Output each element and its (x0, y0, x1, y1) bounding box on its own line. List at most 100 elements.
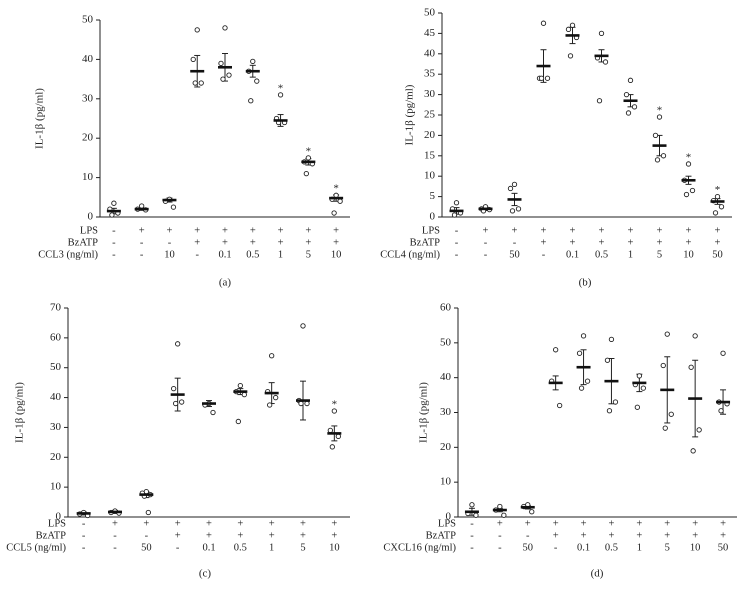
data-point (631, 104, 638, 110)
data-point (109, 212, 115, 218)
data-point (218, 60, 224, 66)
data-point (515, 206, 522, 212)
data-point (111, 200, 117, 206)
row-label: BzATP (410, 237, 440, 248)
row-value: 50 (712, 249, 723, 260)
data-point (569, 22, 576, 28)
data-point (173, 400, 179, 407)
y-axis-label: IL-1β (pg/ml) (418, 382, 430, 443)
row-value: - (455, 237, 459, 248)
y-tick-label: 35 (424, 68, 436, 80)
row-value: + (720, 530, 726, 541)
row-value: + (331, 518, 337, 529)
row-value: + (278, 237, 284, 248)
row-value: 10 (164, 249, 175, 260)
row-value: 0.1 (202, 542, 215, 553)
y-tick-label: 30 (440, 406, 452, 418)
row-value: - (176, 542, 180, 553)
data-point (501, 512, 507, 518)
row-value: - (168, 237, 172, 248)
row-value: + (720, 518, 726, 529)
data-point (327, 427, 333, 434)
row-value: + (715, 225, 721, 236)
row-value: + (541, 225, 547, 236)
significance: * (657, 105, 663, 117)
row-value: - (455, 249, 459, 260)
row-value: 10 (331, 249, 342, 260)
row-value: - (195, 249, 199, 260)
data-point (544, 75, 551, 81)
data-point (329, 444, 335, 450)
y-tick-label: 25 (424, 109, 436, 121)
data-point (690, 448, 696, 454)
row-value: - (140, 237, 144, 248)
y-tick-label: 10 (424, 170, 436, 182)
significance: * (306, 145, 312, 157)
data-point (267, 402, 273, 408)
data-point (602, 59, 609, 65)
data-point (237, 382, 243, 389)
data-point (190, 56, 196, 63)
row-value: - (542, 249, 546, 260)
data-point (235, 418, 241, 425)
row-value: 10 (683, 249, 694, 260)
data-point (511, 181, 518, 188)
data-point (567, 53, 574, 59)
data-point (652, 132, 659, 139)
row-value: + (692, 530, 698, 541)
row-value: - (145, 530, 149, 541)
row-value: + (333, 225, 339, 236)
y-tick-label: 60 (50, 331, 62, 343)
y-tick-label: 10 (50, 481, 62, 493)
row-label: LPS (48, 518, 66, 529)
row-value: + (497, 518, 503, 529)
row-value: 0.5 (595, 249, 608, 260)
row-value: + (269, 530, 275, 541)
row-label: BzATP (36, 530, 66, 541)
data-point (656, 114, 663, 120)
data-point (608, 336, 615, 342)
caption: (d) (591, 568, 604, 580)
row-value: - (470, 542, 474, 553)
y-axis-label: IL-1β (pg/ml) (404, 84, 416, 145)
data-point (248, 98, 254, 104)
row-value: + (331, 530, 337, 541)
row-value: + (269, 518, 275, 529)
row-value: + (581, 518, 587, 529)
row-value: + (686, 225, 692, 236)
row-value: - (455, 225, 459, 236)
row-label: CCL3 (ng/ml) (38, 249, 98, 260)
data-point (170, 204, 177, 210)
data-point (497, 503, 503, 510)
row-value: 5 (665, 542, 670, 553)
row-value: - (82, 518, 86, 529)
data-point (469, 502, 475, 508)
row-value: 0.1 (566, 249, 579, 260)
data-point (145, 509, 151, 516)
data-point (623, 91, 630, 98)
y-tick-label: 50 (50, 361, 62, 373)
row-value: + (143, 518, 149, 529)
row-value: 50 (141, 542, 152, 553)
row-value: 10 (690, 542, 701, 553)
row-value: 0.1 (218, 249, 231, 260)
data-point (557, 402, 563, 409)
data-point (612, 399, 619, 405)
data-point (305, 155, 311, 161)
significance: * (333, 182, 339, 194)
data-point (192, 80, 198, 86)
y-tick-label: 50 (424, 7, 436, 19)
y-tick-label: 40 (50, 391, 62, 403)
row-value: - (526, 530, 530, 541)
row-value: + (664, 530, 670, 541)
row-value: - (113, 530, 117, 541)
data-point (580, 333, 587, 339)
row-value: - (82, 530, 86, 541)
data-point (584, 378, 591, 384)
data-point (269, 353, 275, 359)
data-point (337, 198, 343, 204)
data-point (241, 391, 247, 398)
data-point (689, 187, 696, 194)
y-tick-label: 60 (440, 302, 452, 314)
row-value: 5 (306, 249, 311, 260)
